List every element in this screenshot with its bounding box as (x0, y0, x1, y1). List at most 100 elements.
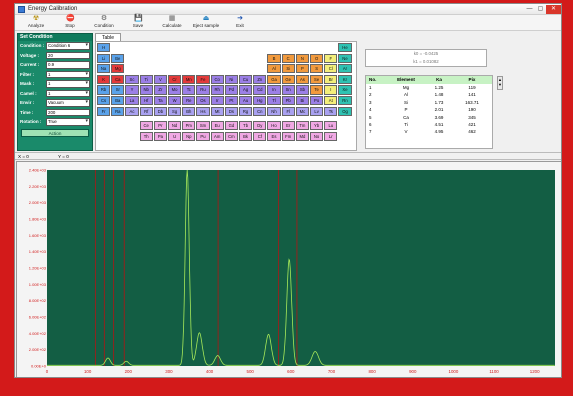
element-rb[interactable]: Rb (97, 85, 111, 95)
element-os[interactable]: Os (196, 96, 210, 106)
element-u[interactable]: U (168, 131, 182, 141)
stop-button[interactable]: ⛔ Stop (53, 15, 87, 30)
element-fr[interactable]: Fr (97, 106, 111, 116)
time-input[interactable]: 200 (46, 108, 90, 116)
element-bi[interactable]: Bi (295, 96, 309, 106)
analyze-button[interactable]: ☢ Analyze (19, 15, 53, 30)
element-y[interactable]: Y (125, 85, 139, 95)
element-la[interactable]: La (125, 96, 139, 106)
element-rf[interactable]: Rf (139, 106, 153, 116)
element-ge[interactable]: Ge (281, 74, 295, 84)
element-lr[interactable]: Lr (324, 131, 338, 141)
element-mc[interactable]: Mc (295, 106, 309, 116)
element-sn[interactable]: Sn (281, 85, 295, 95)
save-button[interactable]: 💾 Save (121, 15, 155, 30)
element-pa[interactable]: Pa (153, 131, 167, 141)
element-ga[interactable]: Ga (267, 74, 281, 84)
voltage-input[interactable]: 20 (46, 51, 90, 59)
current-input[interactable]: 0.9 (46, 61, 90, 69)
element-ds[interactable]: Ds (224, 106, 238, 116)
element-eu[interactable]: Eu (210, 121, 224, 131)
element-c[interactable]: C (281, 53, 295, 63)
element-at[interactable]: At (324, 96, 338, 106)
table-row[interactable]: 6 Ti 4.51 421 (366, 121, 492, 128)
element-cr[interactable]: Cr (168, 74, 182, 84)
element-w[interactable]: W (168, 96, 182, 106)
element-he[interactable]: He (338, 43, 352, 53)
calculate-button[interactable]: ▦ Calculate (155, 15, 189, 30)
element-nb[interactable]: Nb (139, 85, 153, 95)
element-dy[interactable]: Dy (253, 121, 267, 131)
element-th[interactable]: Th (139, 131, 153, 141)
element-nd[interactable]: Nd (168, 121, 182, 131)
element-br[interactable]: Br (324, 74, 338, 84)
element-ru[interactable]: Ru (196, 85, 210, 95)
element-zn[interactable]: Zn (253, 74, 267, 84)
element-sm[interactable]: Sm (196, 121, 210, 131)
element-lv[interactable]: Lv (310, 106, 324, 116)
element-bk[interactable]: Bk (239, 131, 253, 141)
element-hs[interactable]: Hs (196, 106, 210, 116)
element-mn[interactable]: Mn (182, 74, 196, 84)
element-as[interactable]: As (295, 74, 309, 84)
element-fm[interactable]: Fm (281, 131, 295, 141)
maximize-button[interactable]: ▢ (537, 5, 544, 12)
element-cd[interactable]: Cd (253, 85, 267, 95)
element-s[interactable]: S (310, 64, 324, 74)
element-ni[interactable]: Ni (224, 74, 238, 84)
element-pt[interactable]: Pt (224, 96, 238, 106)
element-er[interactable]: Er (281, 121, 295, 131)
element-cu[interactable]: Cu (239, 74, 253, 84)
element-bh[interactable]: Bh (182, 106, 196, 116)
element-gd[interactable]: Gd (224, 121, 238, 131)
tab-table[interactable]: Table (95, 33, 121, 41)
element-n[interactable]: N (295, 53, 309, 63)
table-row[interactable]: 3 Si 1.73 163.71 (366, 99, 492, 106)
element-am[interactable]: Am (210, 131, 224, 141)
element-li[interactable]: Li (97, 53, 111, 63)
element-al[interactable]: Al (267, 64, 281, 74)
element-md[interactable]: Md (295, 131, 309, 141)
element-sr[interactable]: Sr (111, 85, 125, 95)
element-ho[interactable]: Ho (267, 121, 281, 131)
element-ac[interactable]: Ac (125, 106, 139, 116)
element-rn[interactable]: Rn (338, 96, 352, 106)
element-in[interactable]: In (267, 85, 281, 95)
element-tm[interactable]: Tm (295, 121, 309, 131)
element-pr[interactable]: Pr (153, 121, 167, 131)
element-te[interactable]: Te (310, 85, 324, 95)
element-i[interactable]: I (324, 85, 338, 95)
element-es[interactable]: Es (267, 131, 281, 141)
element-tc[interactable]: Tc (182, 85, 196, 95)
peak-table-scrollbar[interactable]: ▲ ▼ (497, 76, 503, 90)
element-se[interactable]: Se (310, 74, 324, 84)
element-lu[interactable]: Lu (324, 121, 338, 131)
element-sb[interactable]: Sb (295, 85, 309, 95)
table-row[interactable]: 4 P 2.01 190 (366, 106, 492, 113)
element-pu[interactable]: Pu (196, 131, 210, 141)
condition-button[interactable]: ⚙ Condition (87, 15, 121, 30)
element-ag[interactable]: Ag (239, 85, 253, 95)
element-ra[interactable]: Ra (111, 106, 125, 116)
element-ta[interactable]: Ta (153, 96, 167, 106)
element-rg[interactable]: Rg (239, 106, 253, 116)
element-po[interactable]: Po (310, 96, 324, 106)
element-pm[interactable]: Pm (182, 121, 196, 131)
condition-select[interactable]: Condition 6 (46, 42, 90, 50)
element-db[interactable]: Db (153, 106, 167, 116)
element-cl[interactable]: Cl (324, 64, 338, 74)
element-tb[interactable]: Tb (239, 121, 253, 131)
element-pb[interactable]: Pb (281, 96, 295, 106)
element-o[interactable]: O (310, 53, 324, 63)
element-ce[interactable]: Ce (139, 121, 153, 131)
element-h[interactable]: H (97, 43, 111, 53)
element-og[interactable]: Og (338, 106, 352, 116)
mask-select[interactable]: 1 (46, 80, 90, 88)
element-hg[interactable]: Hg (253, 96, 267, 106)
element-cn[interactable]: Cn (253, 106, 267, 116)
element-mo[interactable]: Mo (168, 85, 182, 95)
element-ca[interactable]: Ca (111, 74, 125, 84)
element-ir[interactable]: Ir (210, 96, 224, 106)
element-b[interactable]: B (267, 53, 281, 63)
element-si[interactable]: Si (281, 64, 295, 74)
